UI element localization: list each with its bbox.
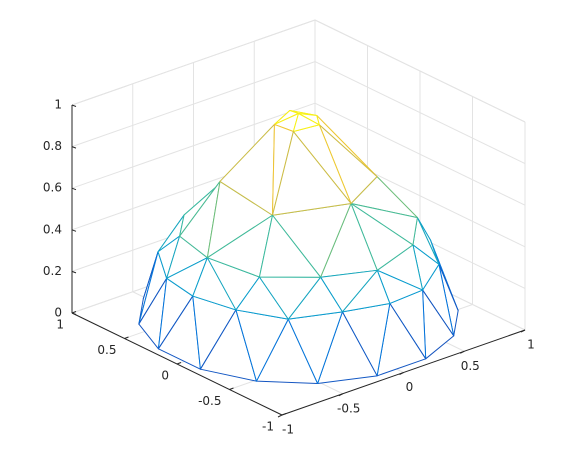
- y-tick: [176, 362, 182, 365]
- z-tick-label: 0.8: [43, 139, 62, 153]
- z-tick-label: 0.6: [43, 181, 62, 195]
- y-tick-label: 1: [56, 318, 64, 332]
- x-tick: [399, 372, 404, 375]
- y-tick: [229, 387, 234, 390]
- grid-line: [71, 61, 316, 148]
- grid-line: [314, 61, 526, 165]
- mesh-face: [292, 113, 320, 133]
- z-tick-label: 0: [54, 306, 62, 320]
- z-tick-label: 0.2: [43, 264, 62, 278]
- z-tick: [71, 104, 77, 107]
- x-tick: [460, 350, 465, 354]
- z-tick: [71, 312, 77, 315]
- y-tick-label: -0.5: [198, 394, 221, 408]
- x-tick: [520, 329, 526, 333]
- x-tick-label: 0.5: [461, 359, 480, 373]
- z-tick: [71, 146, 77, 149]
- y-tick: [124, 336, 129, 339]
- x-tick-label: 1: [527, 338, 535, 352]
- grid-line: [314, 19, 526, 123]
- x-tick-label: 0: [406, 380, 414, 394]
- y-tick: [281, 413, 287, 416]
- grid-line: [71, 19, 316, 106]
- z-tick: [71, 270, 77, 274]
- z-tick: [71, 187, 77, 191]
- z-tick-label: 1: [54, 98, 62, 112]
- z-tick-label: 0.4: [43, 222, 62, 236]
- y-tick-label: 0.5: [97, 343, 116, 357]
- x-tick-label: -0.5: [337, 401, 360, 415]
- x-tick-label: -1: [282, 423, 294, 437]
- mesh-face: [272, 131, 352, 216]
- mesh-face: [258, 214, 322, 278]
- y-tick-label: 0: [161, 369, 169, 383]
- x-tick: [277, 414, 283, 418]
- grid-line: [71, 102, 316, 189]
- grid-line: [314, 102, 526, 206]
- x-tick: [338, 393, 343, 397]
- y-tick-label: -1: [262, 420, 274, 434]
- z-tick: [71, 229, 77, 232]
